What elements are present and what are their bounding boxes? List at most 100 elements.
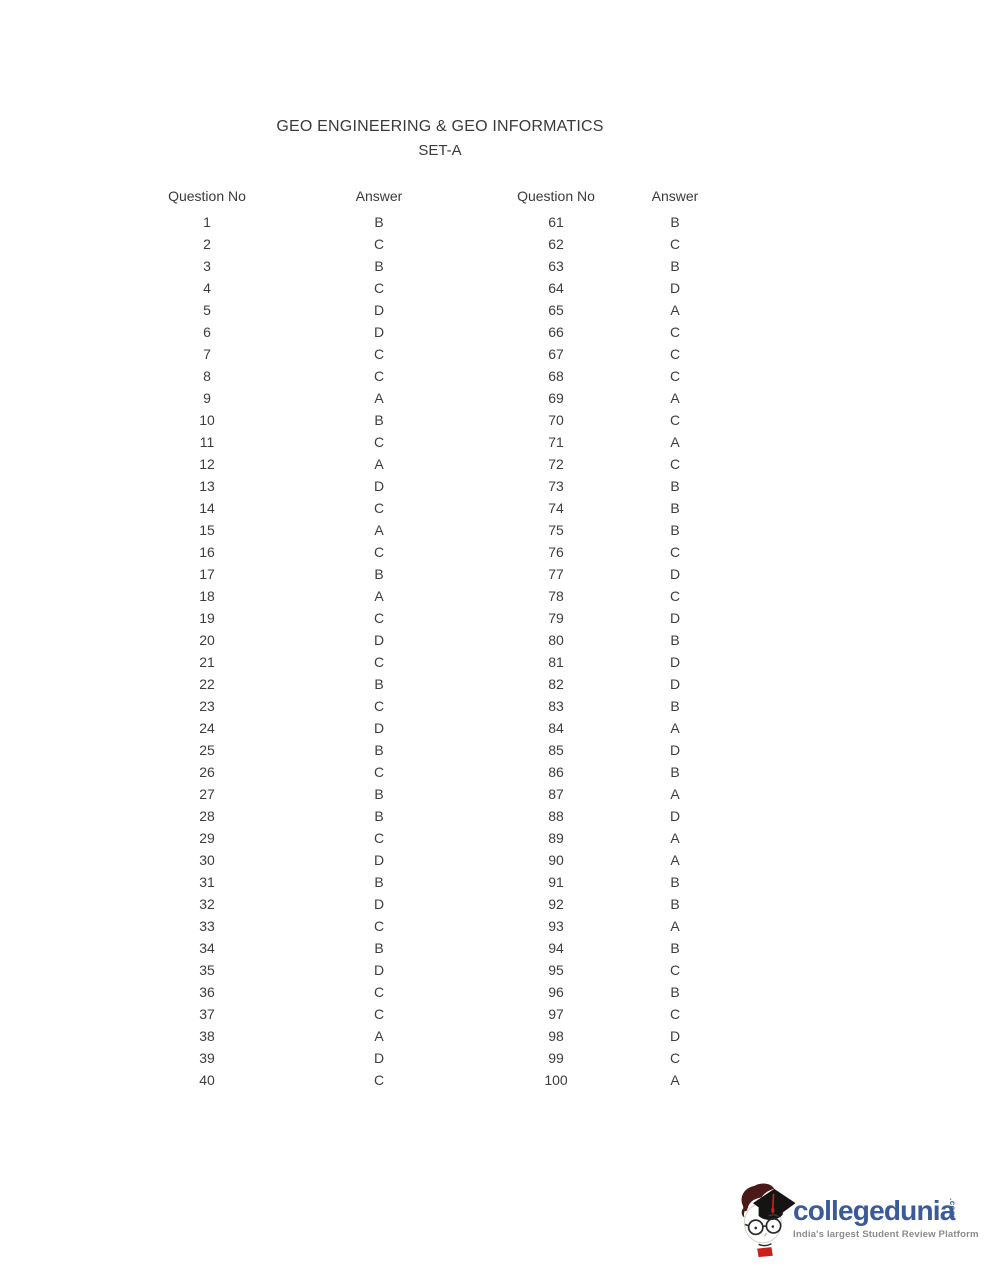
table-row: 25 B 85 D xyxy=(0,739,993,761)
question-no-cell: 79 xyxy=(548,610,564,626)
answer-cell: A xyxy=(670,720,680,736)
table-row: 40 C 100 A xyxy=(0,1069,993,1091)
question-no-cell: 78 xyxy=(548,588,564,604)
answer-cell: A xyxy=(670,390,680,406)
answer-cell: D xyxy=(669,676,681,692)
answer-cell: A xyxy=(670,1072,680,1088)
answer-cell: A xyxy=(374,1028,384,1044)
table-row: 29 C 89 A xyxy=(0,827,993,849)
answer-cell: D xyxy=(669,654,681,670)
answer-cell: C xyxy=(373,610,385,626)
table-row: 37 C 97 C xyxy=(0,1003,993,1025)
answer-cell: A xyxy=(670,302,680,318)
answer-cell: D xyxy=(669,1028,681,1044)
question-no-cell: 10 xyxy=(199,412,215,428)
table-row: 23 C 83 B xyxy=(0,695,993,717)
question-no-cell: 16 xyxy=(199,544,215,560)
answer-cell: B xyxy=(670,896,680,912)
answer-cell: B xyxy=(374,566,384,582)
answer-cell: C xyxy=(373,280,385,296)
question-no-cell: 100 xyxy=(544,1072,568,1088)
question-no-cell: 38 xyxy=(199,1028,215,1044)
set-label: SET-A xyxy=(418,142,462,159)
answer-cell: D xyxy=(373,962,385,978)
answer-cell: A xyxy=(670,830,680,846)
answer-cell: C xyxy=(669,412,681,428)
answer-cell: C xyxy=(669,1050,681,1066)
question-no-cell: 29 xyxy=(199,830,215,846)
question-no-cell: 8 xyxy=(203,368,211,384)
question-no-cell: 26 xyxy=(199,764,215,780)
table-row: 17 B 77 D xyxy=(0,563,993,585)
question-no-cell: 37 xyxy=(199,1006,215,1022)
question-no-cell: 72 xyxy=(548,456,564,472)
question-no-cell: 92 xyxy=(548,896,564,912)
table-row: 3 B 63 B xyxy=(0,255,993,277)
question-no-cell: 14 xyxy=(199,500,215,516)
answer-cell: C xyxy=(669,324,681,340)
answer-cell: D xyxy=(669,280,681,296)
answer-cell: D xyxy=(669,808,681,824)
question-no-cell: 20 xyxy=(199,632,215,648)
table-row: 38 A 98 D xyxy=(0,1025,993,1047)
question-no-cell: 25 xyxy=(199,742,215,758)
question-no-cell: 1 xyxy=(203,214,211,230)
table-row: 20 D 80 B xyxy=(0,629,993,651)
answer-cell: B xyxy=(670,940,680,956)
answer-cell: C xyxy=(373,764,385,780)
answer-cell: C xyxy=(669,962,681,978)
table-row: 18 A 78 C xyxy=(0,585,993,607)
answer-cell: C xyxy=(373,500,385,516)
answer-cell: C xyxy=(373,434,385,450)
answer-cell: D xyxy=(669,610,681,626)
question-no-cell: 35 xyxy=(199,962,215,978)
question-no-cell: 89 xyxy=(548,830,564,846)
question-no-cell: 70 xyxy=(548,412,564,428)
table-row: 30 D 90 A xyxy=(0,849,993,871)
question-no-cell: 66 xyxy=(548,324,564,340)
table-row: 12 A 72 C xyxy=(0,453,993,475)
table-row: 2 C 62 C xyxy=(0,233,993,255)
answer-cell: B xyxy=(374,214,384,230)
question-no-cell: 91 xyxy=(548,874,564,890)
answer-cell: A xyxy=(374,456,384,472)
question-no-cell: 34 xyxy=(199,940,215,956)
answer-cell: C xyxy=(373,236,385,252)
table-row: 35 D 95 C xyxy=(0,959,993,981)
table-row: 34 B 94 B xyxy=(0,937,993,959)
table-row: 1 B 61 B xyxy=(0,211,993,233)
answer-cell: C xyxy=(373,544,385,560)
question-no-cell: 94 xyxy=(548,940,564,956)
question-no-cell: 2 xyxy=(203,236,211,252)
table-row: 36 C 96 B xyxy=(0,981,993,1003)
answer-cell: D xyxy=(373,632,385,648)
answer-cell: C xyxy=(373,346,385,362)
answer-cell: B xyxy=(670,214,680,230)
question-no-cell: 28 xyxy=(199,808,215,824)
question-no-cell: 68 xyxy=(548,368,564,384)
answer-cell: B xyxy=(670,874,680,890)
question-no-cell: 81 xyxy=(548,654,564,670)
collegedunia-logo: collegedunia .com India's largest Studen… xyxy=(733,1176,979,1262)
answer-cell: C xyxy=(373,1072,385,1088)
question-no-cell: 21 xyxy=(199,654,215,670)
answer-cell: C xyxy=(373,1006,385,1022)
question-no-cell: 33 xyxy=(199,918,215,934)
answer-cell: A xyxy=(374,522,384,538)
table-row: 33 C 93 A xyxy=(0,915,993,937)
answer-cell: D xyxy=(373,852,385,868)
table-row: 13 D 73 B xyxy=(0,475,993,497)
answer-cell: D xyxy=(373,1050,385,1066)
answer-cell: C xyxy=(669,368,681,384)
answer-cell: B xyxy=(374,808,384,824)
question-no-cell: 39 xyxy=(199,1050,215,1066)
question-no-cell: 3 xyxy=(203,258,211,274)
answer-cell: A xyxy=(670,434,680,450)
answer-cell: C xyxy=(373,984,385,1000)
question-no-cell: 40 xyxy=(199,1072,215,1088)
answer-cell: C xyxy=(373,368,385,384)
question-no-cell: 15 xyxy=(199,522,215,538)
answer-cell: B xyxy=(670,632,680,648)
collegedunia-tld-text: .com xyxy=(947,1198,957,1219)
answer-cell: C xyxy=(373,830,385,846)
